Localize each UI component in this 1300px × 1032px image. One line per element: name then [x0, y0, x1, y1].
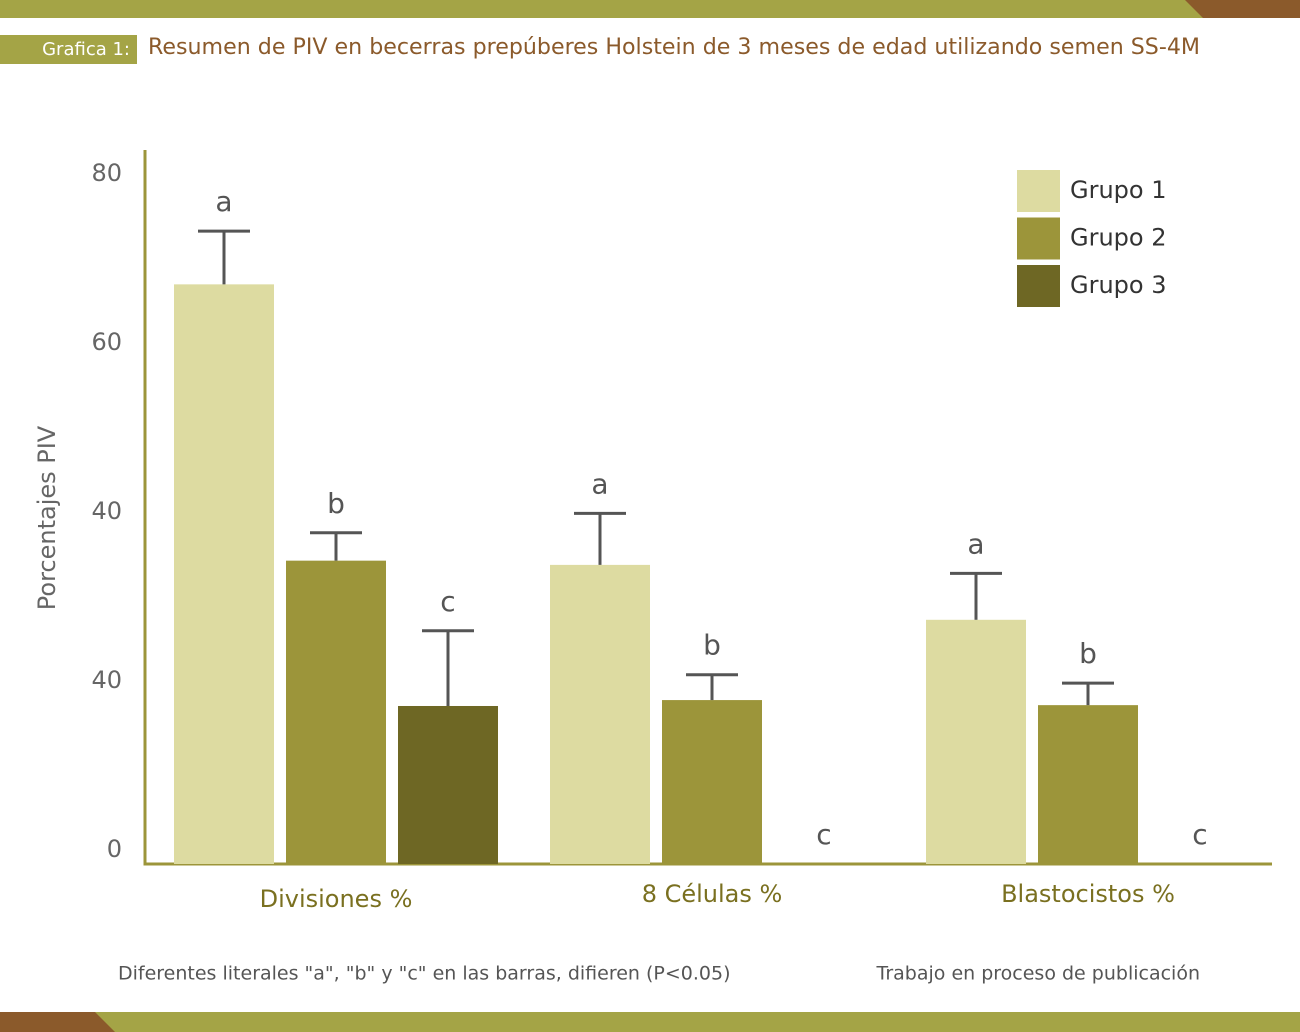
significance-letter: a: [591, 467, 608, 500]
significance-letter: b: [327, 487, 345, 520]
y-tick-label: 40: [91, 497, 122, 525]
bar: [926, 619, 1026, 864]
bar: [286, 560, 386, 864]
legend-swatch: [1017, 217, 1060, 260]
x-tick-label: 8 Células %: [642, 880, 783, 908]
figure-label: Grafica 1:: [42, 39, 130, 60]
bottom-band: [0, 1012, 1300, 1032]
significance-letter: a: [215, 185, 232, 218]
significance-letter: b: [1079, 637, 1097, 670]
legend-swatch: [1017, 265, 1060, 307]
y-tick-label: 40: [91, 666, 122, 694]
legend-label: Grupo 1: [1070, 176, 1167, 204]
y-tick-label: 60: [91, 328, 122, 356]
y-tick-label: 80: [91, 159, 122, 187]
label-box: [0, 35, 137, 64]
significance-letter: c: [816, 818, 831, 851]
bar: [398, 705, 498, 864]
note: Trabajo en proceso de publicación: [876, 963, 1200, 985]
significance-letter: b: [703, 629, 721, 662]
bar: [174, 284, 274, 864]
legend-label: Grupo 2: [1070, 224, 1167, 252]
top-band: [0, 0, 1300, 18]
significance-letter: c: [1192, 818, 1207, 851]
y-axis-label: Porcentajes PIV: [33, 425, 61, 610]
bottom-corner: [0, 1012, 115, 1032]
legend-label: Grupo 3: [1070, 271, 1167, 299]
top-corner: [1185, 0, 1300, 18]
x-tick-label: Blastocistos %: [1001, 880, 1175, 908]
note: Diferentes literales "a", "b" y "c" en l…: [118, 963, 731, 985]
bar: [1038, 705, 1138, 864]
chart-title: Resumen de PIV en becerras prepúberes Ho…: [148, 35, 1200, 60]
bar: [662, 700, 762, 864]
y-tick-label: 0: [107, 835, 122, 863]
significance-letter: a: [967, 527, 984, 560]
significance-letter: c: [440, 585, 455, 618]
legend-swatch: [1017, 170, 1060, 212]
bar: [550, 564, 650, 864]
x-tick-label: Divisiones %: [260, 885, 413, 913]
